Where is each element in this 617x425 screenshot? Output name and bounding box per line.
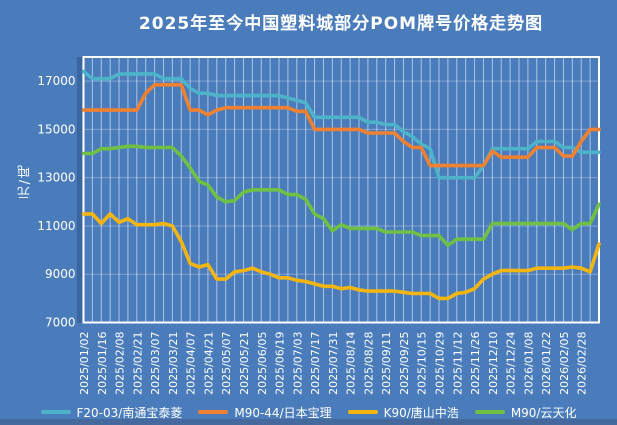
legend-item-f20-03: F20-03/南通宝泰菱: [40, 404, 183, 421]
legend-swatch: [40, 410, 71, 414]
x-tick-label: 2025/03/07: [149, 332, 162, 395]
x-tick-label: 2025/01/16: [96, 332, 109, 395]
y-tick-label: 11000: [37, 219, 75, 233]
series-line-k90: [81, 212, 601, 301]
legend-swatch: [198, 410, 229, 414]
bottom-strip: [0, 419, 617, 425]
x-tick-label: 2026/01/08: [522, 332, 535, 395]
legend-item-m90-44: M90-44/日本宝理: [198, 404, 332, 421]
x-tick-label: 2025/04/21: [202, 332, 215, 395]
legend-item-k90: K90/唐山中浩: [347, 404, 459, 421]
series-line-f20-03: [81, 69, 601, 180]
series-line-m90: [81, 144, 601, 248]
x-tick-label: 2025/11/12: [451, 332, 464, 395]
x-tick-label: 2025/03/21: [167, 332, 180, 395]
x-tick-label: 2025/01/02: [78, 332, 91, 395]
x-tick-label: 2025/02/08: [114, 332, 127, 395]
legend-label: M90-44/日本宝理: [234, 405, 332, 420]
chart-title: 2025年至今中国塑料城部分POM牌号价格走势图: [138, 14, 544, 34]
y-tick-label: 7000: [45, 316, 76, 330]
y-tick-label: 9000: [45, 267, 76, 281]
axis-shadow: [77, 57, 82, 323]
x-tick-label: 2025/04/07: [185, 332, 198, 395]
x-tick-label: 2025/10/29: [434, 332, 447, 395]
x-tick-label: 2025/08/28: [362, 332, 375, 395]
x-tick-label: 2025/07/03: [291, 332, 304, 395]
x-tick-label: 2026/01/22: [540, 332, 553, 395]
plot-frame: [82, 56, 600, 324]
y-tick-label: 13000: [37, 171, 75, 185]
x-tick-label: 2026/02/28: [576, 332, 589, 395]
legend-swatch: [474, 410, 505, 414]
x-tick-label: 2025/10/15: [416, 332, 429, 395]
y-tick-label: 15000: [37, 122, 75, 136]
legend-label: M90/云天化: [510, 405, 577, 420]
legend-item-m90: M90/云天化: [474, 404, 577, 421]
x-tick-label: 2025/09/11: [380, 332, 393, 395]
x-tick-label: 2025/12/24: [505, 332, 518, 395]
x-tick-label: 2025/02/21: [131, 332, 144, 395]
legend-label: F20-03/南通宝泰菱: [76, 405, 183, 420]
x-tick-label: 2025/07/31: [327, 332, 340, 395]
series-line-m90-44: [81, 83, 601, 168]
legend: F20-03/南通宝泰菱 M90-44/日本宝理 K90/唐山中浩 M90/云天化: [0, 403, 617, 421]
x-tick-label: 2026/02/05: [558, 332, 571, 395]
x-tick-label: 2025/06/05: [256, 332, 269, 395]
x-tick-label: 2025/11/26: [469, 332, 482, 395]
x-tick-label: 2025/05/21: [238, 332, 251, 395]
x-tick-label: 2025/12/10: [487, 332, 500, 395]
legend-label: K90/唐山中浩: [383, 405, 459, 420]
x-tick-label: 2025/06/19: [274, 332, 287, 395]
x-tick-label: 2025/08/14: [345, 332, 358, 395]
x-tick-label: 2025/07/17: [309, 332, 322, 395]
y-tick-label: 17000: [37, 74, 75, 88]
x-tick-label: 2025/09/25: [398, 332, 411, 395]
x-tick-label: 2025/05/07: [220, 332, 233, 395]
legend-swatch: [347, 410, 378, 414]
